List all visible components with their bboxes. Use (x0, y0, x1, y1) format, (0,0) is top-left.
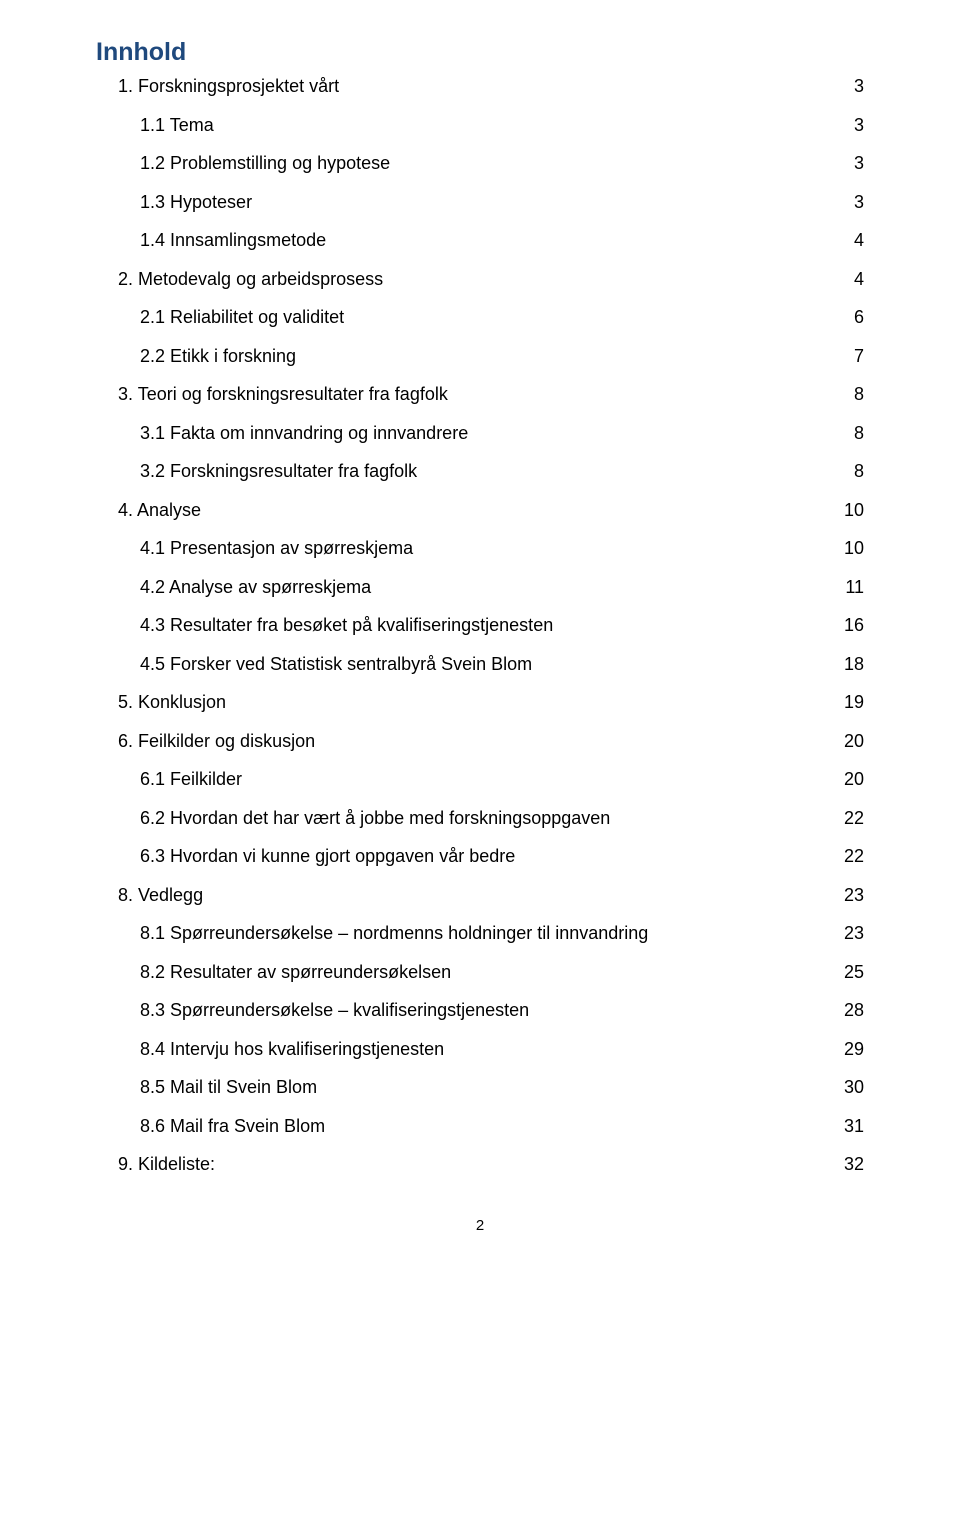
toc-entry-page: 29 (844, 1040, 864, 1058)
toc-entry: 4. Analyse 10 (96, 501, 864, 519)
toc-entry-label: 4. Analyse (118, 501, 201, 519)
toc-entry-label: 6.1 Feilkilder (140, 770, 242, 788)
toc-entry-page: 3 (854, 193, 864, 211)
page-number: 2 (96, 1217, 864, 1234)
toc-entry: 3. Teori og forskningsresultater fra fag… (96, 385, 864, 403)
toc-entry-label: 6.2 Hvordan det har vært å jobbe med for… (140, 809, 610, 827)
toc-entry: 2. Metodevalg og arbeidsprosess 4 (96, 270, 864, 288)
toc-entry-page: 23 (844, 924, 864, 942)
toc-entry-label: 2.2 Etikk i forskning (140, 347, 296, 365)
toc-entry-page: 11 (845, 578, 864, 596)
toc-entry: 3.1 Fakta om innvandring og innvandrere … (96, 424, 864, 442)
toc-entry-label: 6. Feilkilder og diskusjon (118, 732, 315, 750)
toc-entry-page: 20 (844, 732, 864, 750)
toc-entry-page: 32 (844, 1155, 864, 1173)
toc-entry-page: 3 (854, 77, 864, 95)
toc-entry: 1.1 Tema 3 (96, 116, 864, 134)
toc-entry: 6.3 Hvordan vi kunne gjort oppgaven vår … (96, 847, 864, 865)
toc-entry: 4.5 Forsker ved Statistisk sentralbyrå S… (96, 655, 864, 673)
toc-entry-label: 1.4 Innsamlingsmetode (140, 231, 326, 249)
toc-entry-page: 28 (844, 1001, 864, 1019)
toc-entry: 9. Kildeliste: 32 (96, 1155, 864, 1173)
toc-entry-page: 31 (844, 1117, 864, 1135)
toc-entry-page: 10 (844, 539, 864, 557)
toc-entry-label: 5. Konklusjon (118, 693, 226, 711)
toc-entry: 1.3 Hypoteser 3 (96, 193, 864, 211)
toc-entry-page: 16 (844, 616, 864, 634)
toc-entry-label: 8.5 Mail til Svein Blom (140, 1078, 317, 1096)
toc-entry-label: 8.3 Spørreundersøkelse – kvalifiseringst… (140, 1001, 529, 1019)
toc-entry: 3.2 Forskningsresultater fra fagfolk 8 (96, 462, 864, 480)
toc-entry-label: 8.4 Intervju hos kvalifiseringstjenesten (140, 1040, 444, 1058)
toc-entry: 2.1 Reliabilitet og validitet 6 (96, 308, 864, 326)
toc-entry-page: 30 (844, 1078, 864, 1096)
toc-entry: 8.6 Mail fra Svein Blom 31 (96, 1117, 864, 1135)
toc-entry-page: 8 (854, 385, 864, 403)
toc-entry: 6.1 Feilkilder 20 (96, 770, 864, 788)
toc-entry-label: 4.1 Presentasjon av spørreskjema (140, 539, 413, 557)
table-of-contents: 1. Forskningsprosjektet vårt 31.1 Tema 3… (96, 77, 864, 1173)
toc-entry: 8.1 Spørreundersøkelse – nordmenns holdn… (96, 924, 864, 942)
toc-entry-label: 8.6 Mail fra Svein Blom (140, 1117, 325, 1135)
toc-entry: 5. Konklusjon 19 (96, 693, 864, 711)
toc-entry-label: 4.5 Forsker ved Statistisk sentralbyrå S… (140, 655, 532, 673)
toc-entry-page: 7 (854, 347, 864, 365)
toc-entry-label: 3.1 Fakta om innvandring og innvandrere (140, 424, 468, 442)
toc-entry-label: 1.1 Tema (140, 116, 214, 134)
toc-entry-label: 8.2 Resultater av spørreundersøkelsen (140, 963, 451, 981)
toc-entry: 4.2 Analyse av spørreskjema 11 (96, 578, 864, 596)
toc-entry-label: 4.2 Analyse av spørreskjema (140, 578, 371, 596)
toc-entry-page: 22 (844, 847, 864, 865)
toc-entry-page: 22 (844, 809, 864, 827)
toc-entry-label: 1.3 Hypoteser (140, 193, 252, 211)
toc-entry: 8.3 Spørreundersøkelse – kvalifiseringst… (96, 1001, 864, 1019)
toc-entry-page: 4 (854, 231, 864, 249)
toc-entry-page: 3 (854, 116, 864, 134)
toc-entry-page: 18 (844, 655, 864, 673)
toc-entry-page: 8 (854, 462, 864, 480)
toc-entry-page: 4 (854, 270, 864, 288)
toc-entry-label: 1. Forskningsprosjektet vårt (118, 77, 339, 95)
toc-entry: 6.2 Hvordan det har vært å jobbe med for… (96, 809, 864, 827)
toc-entry: 8.2 Resultater av spørreundersøkelsen 25 (96, 963, 864, 981)
toc-entry-label: 2.1 Reliabilitet og validitet (140, 308, 344, 326)
toc-entry-page: 20 (844, 770, 864, 788)
toc-entry: 8.5 Mail til Svein Blom 30 (96, 1078, 864, 1096)
toc-entry-page: 3 (854, 154, 864, 172)
toc-entry: 1.2 Problemstilling og hypotese 3 (96, 154, 864, 172)
page-title: Innhold (96, 38, 864, 67)
toc-entry: 4.3 Resultater fra besøket på kvalifiser… (96, 616, 864, 634)
toc-entry: 1. Forskningsprosjektet vårt 3 (96, 77, 864, 95)
toc-entry-label: 2. Metodevalg og arbeidsprosess (118, 270, 383, 288)
toc-entry-label: 8. Vedlegg (118, 886, 203, 904)
toc-entry-label: 9. Kildeliste: (118, 1155, 215, 1173)
toc-entry: 8.4 Intervju hos kvalifiseringstjenesten… (96, 1040, 864, 1058)
toc-entry-label: 1.2 Problemstilling og hypotese (140, 154, 390, 172)
toc-entry: 8. Vedlegg 23 (96, 886, 864, 904)
toc-entry-page: 25 (844, 963, 864, 981)
toc-entry-label: 8.1 Spørreundersøkelse – nordmenns holdn… (140, 924, 648, 942)
toc-entry-page: 19 (844, 693, 864, 711)
toc-entry: 2.2 Etikk i forskning 7 (96, 347, 864, 365)
toc-entry-label: 6.3 Hvordan vi kunne gjort oppgaven vår … (140, 847, 515, 865)
toc-entry-page: 10 (844, 501, 864, 519)
toc-entry-label: 3.2 Forskningsresultater fra fagfolk (140, 462, 417, 480)
toc-entry-page: 23 (844, 886, 864, 904)
toc-entry: 6. Feilkilder og diskusjon 20 (96, 732, 864, 750)
toc-entry: 4.1 Presentasjon av spørreskjema 10 (96, 539, 864, 557)
toc-entry: 1.4 Innsamlingsmetode 4 (96, 231, 864, 249)
toc-entry-page: 6 (854, 308, 864, 326)
toc-entry-page: 8 (854, 424, 864, 442)
toc-entry-label: 4.3 Resultater fra besøket på kvalifiser… (140, 616, 553, 634)
toc-entry-label: 3. Teori og forskningsresultater fra fag… (118, 385, 448, 403)
